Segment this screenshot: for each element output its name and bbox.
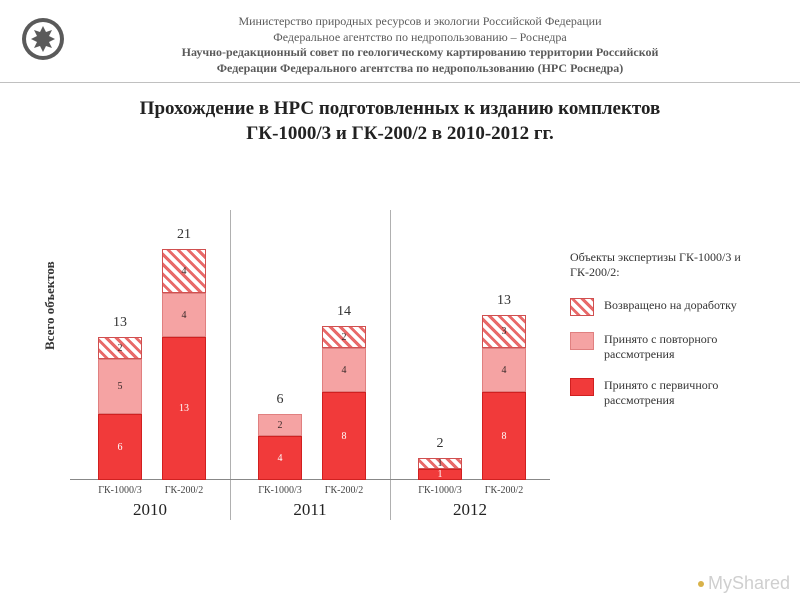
bar-total-label: 21 bbox=[162, 227, 206, 243]
bar-segment-hatch: 2 bbox=[98, 337, 142, 359]
title-line: ГК-1000/3 и ГК-200/2 в 2010-2012 гг. bbox=[30, 122, 770, 147]
bar-segment-light: 4 bbox=[162, 293, 206, 337]
bar-category-label: ГК-1000/3 bbox=[410, 485, 470, 496]
bar-total-label: 6 bbox=[258, 392, 302, 408]
bar-category-label: ГК-200/2 bbox=[474, 485, 534, 496]
bar-segment-solid: 8 bbox=[482, 392, 526, 480]
bar-segment-hatch: 1 bbox=[418, 458, 462, 469]
watermark: MyShared bbox=[698, 573, 790, 594]
bar-segment-light: 4 bbox=[482, 348, 526, 392]
swatch-solid-icon bbox=[570, 378, 594, 396]
header-line: Федерации Федерального агентства по недр… bbox=[80, 61, 760, 77]
header-line: Федеральное агентство по недропользовани… bbox=[80, 30, 760, 46]
legend-label: Возвращено на доработку bbox=[604, 298, 737, 313]
year-group: 65213ГК-1000/3134421ГК-200/22010 bbox=[70, 210, 231, 520]
bar-category-label: ГК-1000/3 bbox=[90, 485, 150, 496]
legend-label: Принято с повторного рассмотрения bbox=[604, 332, 770, 362]
bar-segment-hatch: 4 bbox=[162, 249, 206, 293]
legend-label: Принято с первичного рассмотрения bbox=[604, 378, 770, 408]
y-axis-label: Всего объектов bbox=[42, 261, 58, 350]
year-label: 2010 bbox=[70, 500, 230, 520]
bar-segment-solid: 13 bbox=[162, 337, 206, 480]
bar-total-label: 13 bbox=[98, 315, 142, 331]
bar: 42 bbox=[258, 414, 302, 480]
bar-segment-solid: 8 bbox=[322, 392, 366, 480]
bar-segment-solid: 6 bbox=[98, 414, 142, 480]
title-line: Прохождение в НРС подготовленных к издан… bbox=[30, 97, 770, 122]
legend-item-light: Принято с повторного рассмотрения bbox=[570, 332, 770, 362]
legend-item-hatch: Возвращено на доработку bbox=[570, 298, 770, 316]
bar-category-label: ГК-200/2 bbox=[154, 485, 214, 496]
chart-area: 65213ГК-1000/3134421ГК-200/22010426ГК-10… bbox=[70, 210, 550, 520]
year-group: 426ГК-1000/384214ГК-200/22011 bbox=[230, 210, 391, 520]
bar-segment-light: 4 bbox=[322, 348, 366, 392]
bar-category-label: ГК-200/2 bbox=[314, 485, 374, 496]
bar-segment-hatch: 3 bbox=[482, 315, 526, 348]
bar: 11 bbox=[418, 458, 462, 480]
legend-item-solid: Принято с первичного рассмотрения bbox=[570, 378, 770, 408]
baseline bbox=[390, 479, 550, 480]
bar-category-label: ГК-1000/3 bbox=[250, 485, 310, 496]
baseline bbox=[70, 479, 230, 480]
bar-total-label: 13 bbox=[482, 293, 526, 309]
bar-segment-light: 5 bbox=[98, 359, 142, 414]
bar: 1344 bbox=[162, 249, 206, 480]
bar-segment-solid: 1 bbox=[418, 469, 462, 480]
legend-title: Объекты экспертизы ГК-1000/3 и ГК-200/2: bbox=[570, 250, 770, 280]
bar-segment-solid: 4 bbox=[258, 436, 302, 480]
swatch-light-icon bbox=[570, 332, 594, 350]
bar: 652 bbox=[98, 337, 142, 480]
legend: Объекты экспертизы ГК-1000/3 и ГК-200/2:… bbox=[570, 250, 770, 424]
swatch-hatch-icon bbox=[570, 298, 594, 316]
year-group: 112ГК-1000/384313ГК-200/22012 bbox=[390, 210, 550, 520]
year-label: 2012 bbox=[390, 500, 550, 520]
year-label: 2011 bbox=[230, 500, 390, 520]
header-line: Министерство природных ресурсов и эколог… bbox=[80, 14, 760, 30]
baseline bbox=[230, 479, 390, 480]
bar-segment-hatch: 2 bbox=[322, 326, 366, 348]
bar-segment-light: 2 bbox=[258, 414, 302, 436]
chart-title: Прохождение в НРС подготовленных к издан… bbox=[0, 83, 800, 154]
header-line: Научно-редакционный совет по геологическ… bbox=[80, 45, 760, 61]
bar-total-label: 14 bbox=[322, 304, 366, 320]
bar: 842 bbox=[322, 326, 366, 480]
bar: 843 bbox=[482, 315, 526, 480]
watermark-dot-icon bbox=[698, 581, 704, 587]
watermark-text: MyShared bbox=[708, 573, 790, 594]
bar-total-label: 2 bbox=[418, 436, 462, 452]
org-header: Министерство природных ресурсов и эколог… bbox=[0, 0, 800, 83]
